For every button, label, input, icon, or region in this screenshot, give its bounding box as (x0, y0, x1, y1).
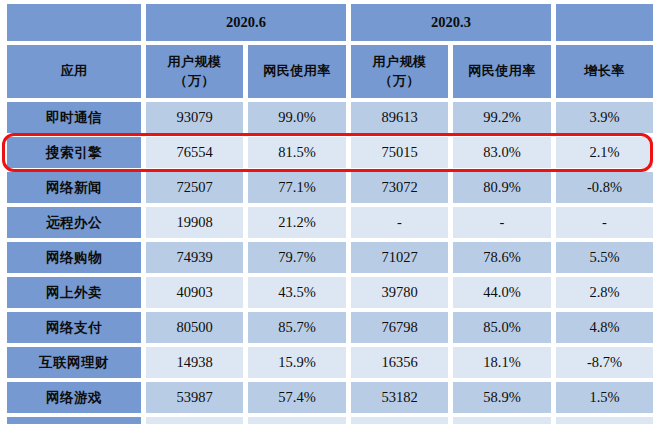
user-scale-line2: （万） (174, 72, 215, 91)
row-label: 网络游戏 (7, 382, 141, 413)
cell-value: 85.0% (453, 312, 551, 343)
partial-row-cell (351, 417, 448, 424)
partial-row-cell (248, 417, 346, 424)
cell-value: 57.4% (248, 382, 346, 413)
cell-value: 73072 (351, 172, 448, 203)
cell-value: 89613 (351, 102, 448, 133)
cell-value: 1.5% (556, 382, 653, 413)
row-label: 即时通信 (7, 102, 141, 133)
column-header-usage-rate-1: 网民使用率 (248, 45, 346, 98)
cell-value: 39780 (351, 277, 448, 308)
cell-value: 93079 (146, 102, 243, 133)
column-header-user-scale-1: 用户规模 （万） (146, 45, 243, 98)
cell-value: 76554 (146, 137, 243, 168)
cell-value: 21.2% (248, 207, 346, 238)
column-header-user-scale-2: 用户规模 （万） (351, 45, 448, 98)
cell-value: 77.1% (248, 172, 346, 203)
cell-value: 75015 (351, 137, 448, 168)
cell-value: 53182 (351, 382, 448, 413)
cell-value: - (351, 207, 448, 238)
cell-value: 76798 (351, 312, 448, 343)
column-header-growth-rate: 增长率 (556, 45, 653, 98)
user-scale-line2: （万） (379, 72, 420, 91)
cell-value: - (556, 207, 653, 238)
row-label: 搜索引擎 (7, 137, 141, 168)
column-header-usage-rate-2: 网民使用率 (453, 45, 551, 98)
statistics-table-screenshot: 2020.6 2020.3 应用 用户规模 （万） 网民使用率 用户规模 （万）… (0, 0, 665, 424)
cell-value: 3.9% (556, 102, 653, 133)
cell-value: 80.9% (453, 172, 551, 203)
cell-value: 2.8% (556, 277, 653, 308)
user-scale-line1: 用户规模 (373, 53, 427, 72)
cell-value: 79.7% (248, 242, 346, 273)
cell-value: 15.9% (248, 347, 346, 378)
cell-value: 81.5% (248, 137, 346, 168)
stats-table: 2020.6 2020.3 应用 用户规模 （万） 网民使用率 用户规模 （万）… (7, 4, 653, 424)
cell-value: 53987 (146, 382, 243, 413)
column-header-application: 应用 (7, 45, 141, 98)
row-label: 网络购物 (7, 242, 141, 273)
cell-value: 14938 (146, 347, 243, 378)
cell-value: 4.8% (556, 312, 653, 343)
cell-value: 2.1% (556, 137, 653, 168)
group-header-2020-3: 2020.3 (351, 4, 551, 41)
cell-value: 58.9% (453, 382, 551, 413)
cell-value: 19908 (146, 207, 243, 238)
partial-row-cell (7, 417, 141, 424)
cell-value: 85.7% (248, 312, 346, 343)
cell-value: - (453, 207, 551, 238)
cell-value: 80500 (146, 312, 243, 343)
user-scale-line1: 用户规模 (168, 53, 222, 72)
cell-value: 99.0% (248, 102, 346, 133)
corner-empty-cell (7, 4, 141, 41)
cell-value: 78.6% (453, 242, 551, 273)
cell-value: 5.5% (556, 242, 653, 273)
row-label: 网上外卖 (7, 277, 141, 308)
cell-value: -8.7% (556, 347, 653, 378)
partial-row-cell (556, 417, 653, 424)
group-header-2020-6: 2020.6 (146, 4, 346, 41)
row-label: 网络支付 (7, 312, 141, 343)
cell-value: 43.5% (248, 277, 346, 308)
cell-value: 99.2% (453, 102, 551, 133)
row-label: 网络新闻 (7, 172, 141, 203)
cell-value: 83.0% (453, 137, 551, 168)
cell-value: 71027 (351, 242, 448, 273)
cell-value: -0.8% (556, 172, 653, 203)
cell-value: 44.0% (453, 277, 551, 308)
cell-value: 18.1% (453, 347, 551, 378)
row-label: 远程办公 (7, 207, 141, 238)
partial-row-cell (146, 417, 243, 424)
cell-value: 16356 (351, 347, 448, 378)
cell-value: 72507 (146, 172, 243, 203)
growth-group-empty-cell (556, 4, 653, 41)
partial-row-cell (453, 417, 551, 424)
cell-value: 40903 (146, 277, 243, 308)
cell-value: 74939 (146, 242, 243, 273)
row-label: 互联网理财 (7, 347, 141, 378)
